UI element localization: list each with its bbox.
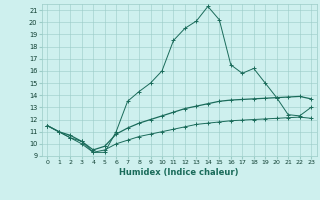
X-axis label: Humidex (Indice chaleur): Humidex (Indice chaleur)	[119, 168, 239, 177]
